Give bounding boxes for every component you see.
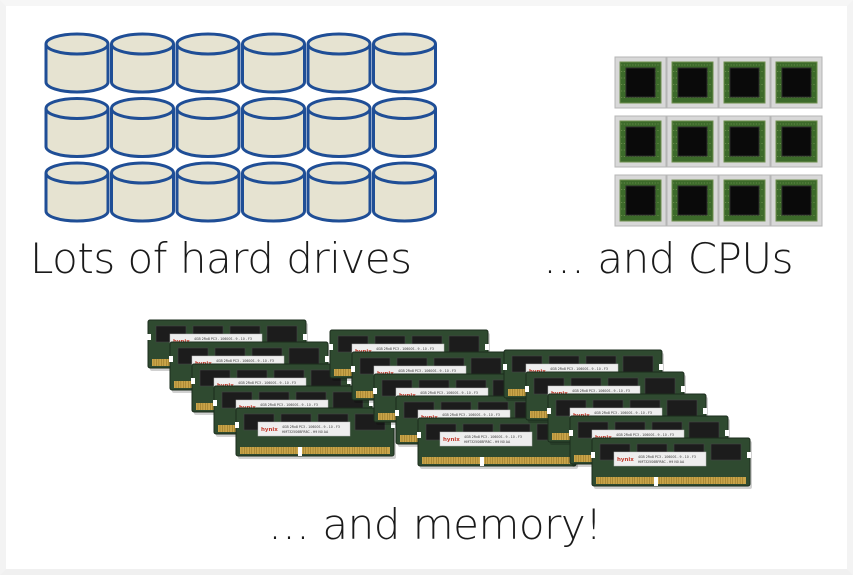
ram-spec-line: 4GB 2Rx8 PC3 - 10600S - 9 - 10 - F3: [572, 389, 630, 393]
hard-drive-cylinder-icon: [241, 97, 306, 158]
hard-drive-cylinder-icon: [110, 97, 175, 158]
cpu-chip-icon: [770, 174, 823, 227]
ram-spec-line: 4GB 2Rx8 PC3 - 10600S - 9 - 10 - F3: [194, 337, 252, 341]
memory-modules-pile: hynix 4GB 2Rx8 PC3 - 10600S - 9 - 10 - F3…: [147, 319, 752, 489]
cpus-grid: [614, 56, 823, 227]
ram-brand-label: hynix: [261, 427, 278, 433]
ram-spec-line: 4GB 2Rx8 PC3 - 10600S - 9 - 10 - F3: [398, 369, 456, 373]
memory-caption: … and memory!: [268, 500, 602, 549]
hard-drive-cylinder-icon: [306, 32, 372, 94]
cpu-chip-icon: [666, 56, 719, 109]
ram-module-icon: hynix 4GB 2Rx8 PC3 - 10600S - 9 - 10 - F3…: [235, 407, 396, 459]
cpu-chip-icon: [666, 115, 719, 168]
hard-drive-cylinder-icon: [44, 32, 110, 94]
hard-drive-cylinder-icon: [372, 161, 437, 223]
hard-drive-cylinder-icon: [44, 97, 110, 158]
cpu-chip-icon: [614, 174, 667, 227]
ram-brand-label: hynix: [443, 437, 460, 443]
cpu-chip-icon: [770, 115, 823, 168]
ram-module-icon: hynix 4GB 2Rx8 PC3 - 10600S - 9 - 10 - F3…: [417, 417, 578, 469]
ram-spec-line: 4GB 2Rx8 PC3 - 10600S - 9 - 10 - F3: [550, 367, 608, 371]
hard-drive-cylinder-icon: [110, 32, 175, 94]
cpu-chip-icon: [614, 56, 667, 109]
hard-drive-cylinder-icon: [306, 97, 372, 158]
hard-drives-caption: Lots of hard drives: [30, 234, 412, 283]
ram-spec-line: 4GB 2Rx8 PC3 - 10600S - 9 - 10 - F3: [376, 347, 434, 351]
hard-drive-cylinder-icon: [241, 32, 306, 94]
ram-part-line: HMT325S6BFR8C - H9 N0 AA: [282, 430, 329, 434]
hard-drive-cylinder-icon: [306, 161, 372, 223]
cpu-chip-icon: [666, 174, 719, 227]
hard-drive-cylinder-icon: [372, 32, 437, 94]
hard-drive-cylinder-icon: [110, 161, 175, 223]
ram-brand-label: hynix: [617, 457, 634, 463]
cpu-chip-icon: [718, 56, 771, 109]
ram-part-line: HMT325S6BFR8C - H9 N0 AA: [464, 440, 511, 444]
ram-spec-line: 4GB 2Rx8 PC3 - 10600S - 9 - 10 - F3: [616, 433, 674, 437]
hard-drives-grid: [44, 32, 437, 223]
cpu-chip-icon: [770, 56, 823, 109]
hard-drive-cylinder-icon: [44, 161, 110, 223]
ram-spec-line: 4GB 2Rx8 PC3 - 10600S - 9 - 10 - F3: [216, 359, 274, 363]
hard-drive-cylinder-icon: [175, 97, 241, 158]
cpus-caption: … and CPUs: [543, 234, 794, 283]
ram-spec-line: 4GB 2Rx8 PC3 - 10600S - 9 - 10 - F3: [638, 455, 696, 459]
cpu-chip-icon: [614, 115, 667, 168]
cpu-chip-icon: [718, 115, 771, 168]
ram-spec-line: 4GB 2Rx8 PC3 - 10600S - 9 - 10 - F3: [420, 391, 478, 395]
ram-spec-line: 4GB 2Rx8 PC3 - 10600S - 9 - 10 - F3: [442, 413, 500, 417]
ram-spec-line: 4GB 2Rx8 PC3 - 10600S - 9 - 10 - F3: [282, 425, 340, 429]
ram-spec-line: 4GB 2Rx8 PC3 - 10600S - 9 - 10 - F3: [260, 403, 318, 407]
ram-spec-line: 4GB 2Rx8 PC3 - 10600S - 9 - 10 - F3: [464, 435, 522, 439]
cpu-chip-icon: [718, 174, 771, 227]
hard-drive-cylinder-icon: [372, 97, 437, 158]
ram-spec-line: 4GB 2Rx8 PC3 - 10600S - 9 - 10 - F3: [238, 381, 296, 385]
hard-drive-cylinder-icon: [241, 161, 306, 223]
ram-spec-line: 4GB 2Rx8 PC3 - 10600S - 9 - 10 - F3: [594, 411, 652, 415]
hard-drive-cylinder-icon: [175, 32, 241, 94]
ram-part-line: HMT325S6BFR8C - H9 N0 AA: [638, 460, 685, 464]
hard-drive-cylinder-icon: [175, 161, 241, 223]
ram-module-icon: hynix 4GB 2Rx8 PC3 - 10600S - 9 - 10 - F3…: [591, 437, 752, 489]
